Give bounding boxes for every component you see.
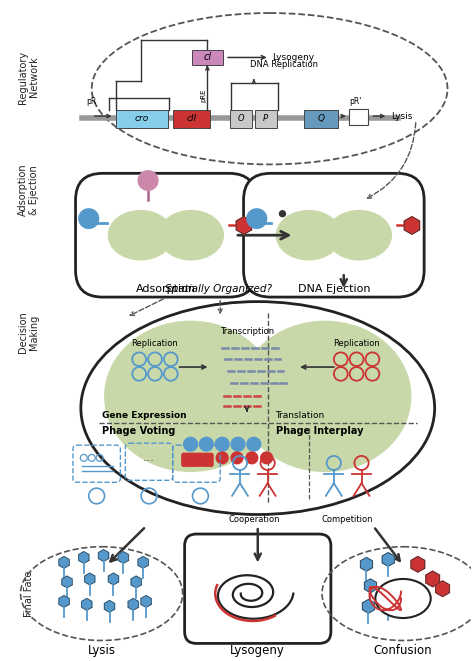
Text: cro: cro (135, 114, 149, 124)
Ellipse shape (238, 321, 411, 472)
Circle shape (200, 438, 213, 451)
Polygon shape (131, 576, 141, 588)
Circle shape (247, 209, 267, 228)
Polygon shape (118, 552, 128, 563)
Text: DNA Replication: DNA Replication (250, 60, 319, 69)
Circle shape (231, 452, 243, 464)
Text: Transcription: Transcription (220, 327, 274, 336)
FancyBboxPatch shape (244, 173, 424, 297)
Text: ...: ... (143, 451, 155, 465)
Text: cII: cII (186, 114, 197, 124)
Polygon shape (404, 217, 419, 234)
Bar (349, 109, 368, 125)
Text: Competition: Competition (322, 516, 374, 524)
Text: pR': pR' (350, 97, 362, 106)
Ellipse shape (326, 210, 392, 260)
Polygon shape (85, 573, 95, 585)
Polygon shape (436, 581, 449, 596)
Bar (230, 110, 252, 128)
Circle shape (261, 452, 273, 464)
Polygon shape (59, 596, 69, 607)
Text: Gene Expression: Gene Expression (101, 410, 186, 420)
Text: O: O (237, 114, 244, 124)
Polygon shape (363, 600, 374, 613)
Circle shape (280, 211, 285, 217)
Text: Lysogeny: Lysogeny (230, 644, 285, 658)
Polygon shape (141, 596, 151, 607)
Polygon shape (236, 217, 252, 234)
Polygon shape (59, 557, 69, 568)
Bar (304, 110, 338, 128)
Text: Final Fate: Final Fate (24, 570, 34, 617)
Polygon shape (382, 553, 394, 566)
Polygon shape (99, 550, 109, 561)
Polygon shape (128, 598, 138, 610)
Circle shape (247, 438, 261, 451)
Polygon shape (109, 573, 118, 585)
Polygon shape (416, 591, 429, 606)
Polygon shape (138, 557, 148, 568)
Polygon shape (365, 579, 376, 593)
Ellipse shape (276, 210, 341, 260)
Text: Q: Q (318, 114, 325, 124)
FancyBboxPatch shape (182, 453, 213, 467)
Polygon shape (82, 598, 92, 610)
Polygon shape (79, 552, 89, 563)
Circle shape (216, 452, 228, 464)
Circle shape (246, 452, 258, 464)
Text: Replication: Replication (333, 338, 380, 348)
Circle shape (183, 438, 198, 451)
Ellipse shape (108, 210, 173, 260)
Circle shape (79, 209, 99, 228)
Polygon shape (411, 557, 425, 572)
Text: P: P (263, 114, 268, 124)
Ellipse shape (81, 301, 435, 514)
Ellipse shape (158, 210, 224, 260)
Bar (173, 110, 210, 128)
Polygon shape (382, 596, 394, 610)
Text: Replication: Replication (132, 338, 178, 348)
Polygon shape (360, 557, 373, 571)
Text: DNA Ejection: DNA Ejection (298, 284, 370, 294)
FancyBboxPatch shape (184, 534, 331, 643)
Text: Translation: Translation (275, 410, 325, 420)
Text: Lysogeny: Lysogeny (273, 53, 315, 62)
Text: Confusion: Confusion (374, 644, 432, 658)
Ellipse shape (104, 321, 277, 472)
Circle shape (231, 438, 245, 451)
Text: Decision
Making: Decision Making (18, 311, 39, 353)
Polygon shape (426, 571, 439, 587)
Bar (255, 110, 276, 128)
Polygon shape (62, 576, 72, 588)
Text: pR: pR (86, 97, 96, 106)
Text: cl: cl (203, 52, 211, 63)
Bar (191, 50, 223, 65)
Text: Cooperation: Cooperation (228, 516, 280, 524)
Text: Spatially Organized?: Spatially Organized? (165, 284, 272, 293)
Text: Lysis: Lysis (88, 644, 116, 658)
Text: Phage Interplay: Phage Interplay (275, 426, 363, 436)
Text: Lysis: Lysis (391, 112, 412, 120)
Text: Phage Voting: Phage Voting (101, 426, 175, 436)
FancyBboxPatch shape (75, 173, 256, 297)
Text: Regulatory
Network: Regulatory Network (18, 50, 39, 104)
Bar (117, 110, 168, 128)
Text: Adsorption: Adsorption (136, 284, 196, 294)
Ellipse shape (375, 579, 431, 618)
Circle shape (215, 438, 229, 451)
Polygon shape (104, 600, 115, 612)
Text: pRE: pRE (201, 89, 207, 102)
Text: Adsorption
& Ejection: Adsorption & Ejection (18, 164, 39, 216)
Circle shape (138, 171, 158, 190)
